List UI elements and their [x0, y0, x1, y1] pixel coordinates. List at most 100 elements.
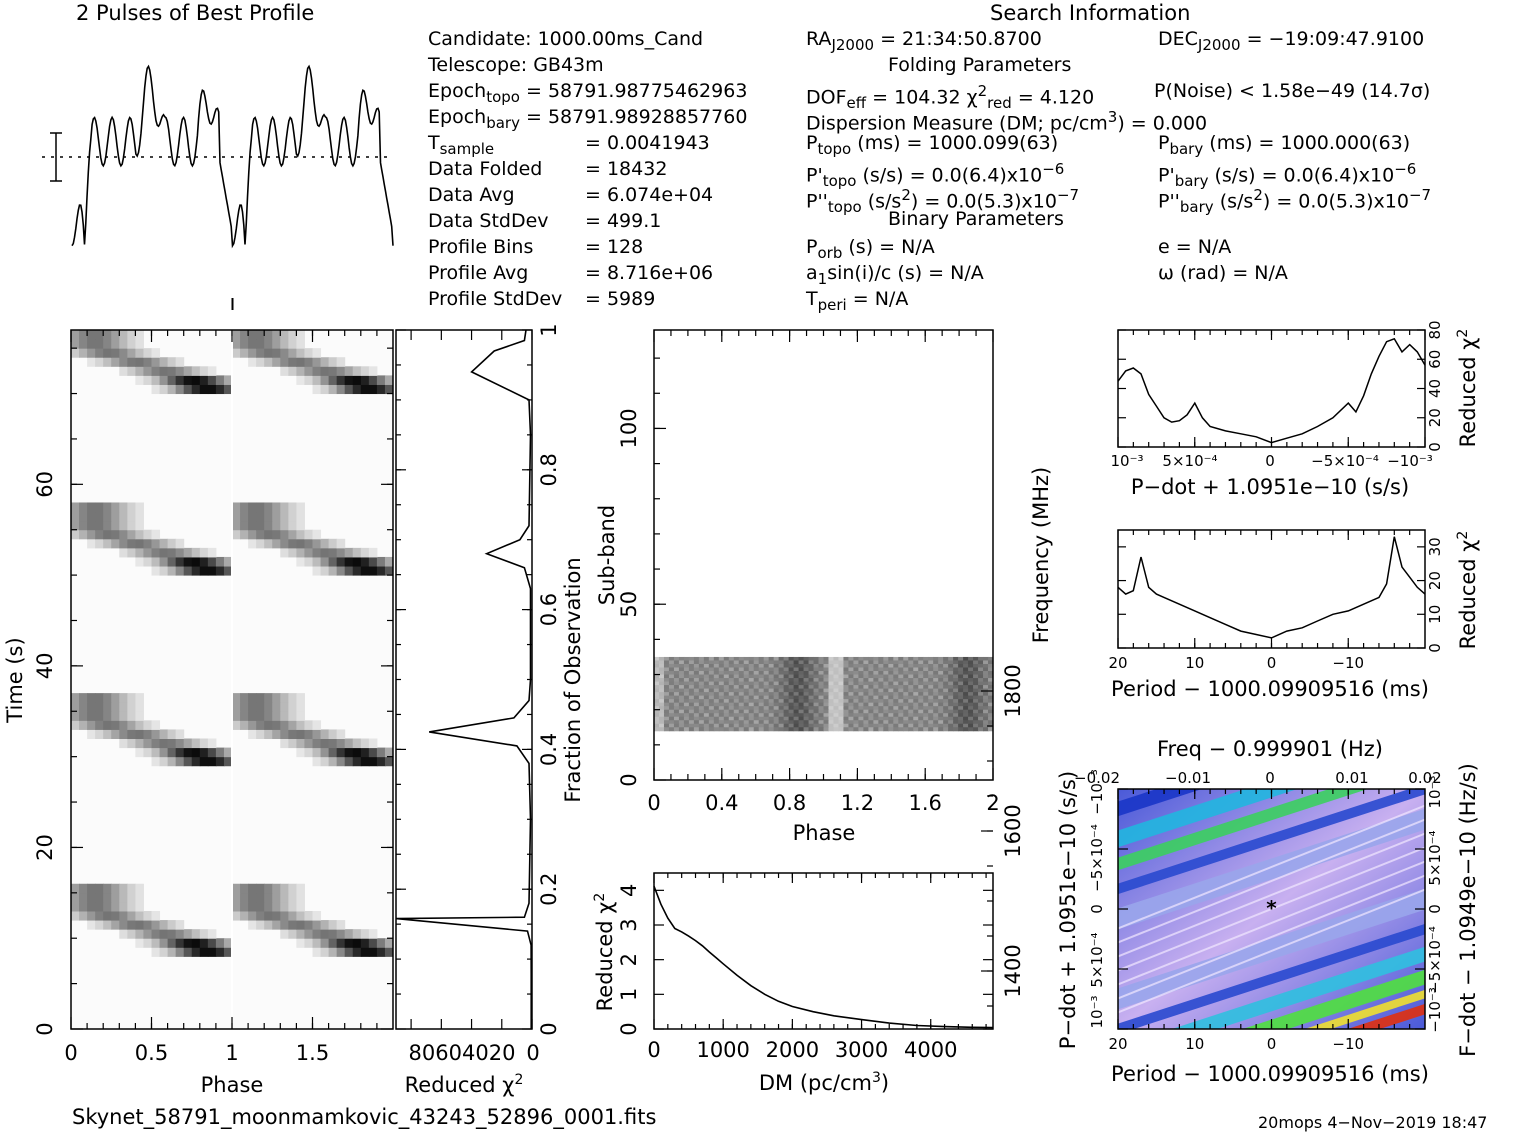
- time-phase-cell: [240, 502, 249, 512]
- subband-cell: [828, 675, 833, 679]
- subband-cell: [883, 713, 888, 717]
- time-phase-cell: [200, 375, 209, 385]
- subband-cell: [659, 724, 664, 728]
- subband-cell: [779, 720, 784, 724]
- time-phase-cell: [152, 920, 161, 930]
- subband-cell: [938, 710, 943, 714]
- time-phase-cell: [272, 348, 281, 358]
- subband-cell: [699, 682, 704, 686]
- time-phase-cell: [135, 938, 144, 948]
- subband-cell: [968, 727, 973, 731]
- time-phase-cell: [337, 557, 346, 567]
- subband-cell: [724, 664, 729, 668]
- subband-cell: [749, 696, 754, 700]
- subband-cell: [853, 664, 858, 668]
- time-phase-cell: [232, 339, 241, 349]
- subband-cell: [714, 682, 719, 686]
- subband-cell: [729, 703, 734, 707]
- subband-cell: [878, 706, 883, 710]
- time-phase-cell: [176, 739, 185, 749]
- time-phase-cell: [280, 920, 289, 930]
- subband-cell: [863, 696, 868, 700]
- subband-cell: [908, 678, 913, 682]
- subband-cell: [933, 717, 938, 721]
- subband-cell: [903, 664, 908, 668]
- time-phase-cell: [71, 911, 80, 921]
- time-phase-cell: [264, 539, 273, 549]
- time-phase-cell: [192, 384, 201, 394]
- time-phase-cell: [79, 893, 88, 903]
- subband-cell: [908, 727, 913, 731]
- subband-cell: [868, 720, 873, 724]
- time-phase-cell: [111, 711, 120, 721]
- subband-cell: [853, 699, 858, 703]
- subband-cell: [953, 724, 958, 728]
- time-phase-cell: [361, 366, 370, 376]
- time-phase-cell: [135, 902, 144, 912]
- subband-cell: [769, 696, 774, 700]
- time-phase-cell: [248, 521, 257, 531]
- time-phase-cell: [111, 902, 120, 912]
- time-phase-cell: [272, 530, 281, 540]
- ppd-y2-tick-label: 10⁻³: [1426, 775, 1444, 808]
- subband-cell: [794, 720, 799, 724]
- subband-cell: [863, 675, 868, 679]
- subband-cell: [764, 682, 769, 686]
- subband-cell: [973, 671, 978, 675]
- subband-cell: [903, 710, 908, 714]
- ppd-x-tick-label: 20: [1108, 1035, 1127, 1053]
- time-phase-cell: [353, 929, 362, 939]
- subband-cell: [824, 671, 829, 675]
- subband-cell: [938, 671, 943, 675]
- subband-cell: [973, 664, 978, 668]
- subband-cell: [779, 685, 784, 689]
- subband-cell: [754, 706, 759, 710]
- subband-cell: [819, 671, 824, 675]
- time-phase-cell: [176, 938, 185, 948]
- subband-cell: [729, 671, 734, 675]
- subband-cell: [943, 724, 948, 728]
- subband-cell: [908, 699, 913, 703]
- time-phase-cell: [337, 757, 346, 767]
- time-phase-cell: [127, 902, 136, 912]
- subband-cell: [789, 710, 794, 714]
- subband-cell: [973, 703, 978, 707]
- subband-cell: [809, 685, 814, 689]
- subband-cell: [659, 685, 664, 689]
- subband-cell: [908, 685, 913, 689]
- subband-cell: [863, 706, 868, 710]
- subband-cell: [848, 727, 853, 731]
- time-phase-cell: [119, 539, 128, 549]
- subband-cell: [843, 713, 848, 717]
- subband-cell: [923, 685, 928, 689]
- time-phase-cell: [337, 357, 346, 367]
- time-phase-cell: [135, 729, 144, 739]
- subband-cell: [928, 727, 933, 731]
- subband-cell: [779, 671, 784, 675]
- subband-cell: [724, 689, 729, 693]
- subband-cell: [848, 682, 853, 686]
- subband-cell: [948, 671, 953, 675]
- time-phase-cell: [280, 357, 289, 367]
- time-phase-cell: [345, 384, 354, 394]
- time-phase-cell: [152, 530, 161, 540]
- time-phase-cell: [313, 384, 322, 394]
- subband-cell: [664, 727, 669, 731]
- subband-cell: [724, 720, 729, 724]
- subband-cell: [888, 664, 893, 668]
- subband-cell: [943, 717, 948, 721]
- time-phase-cell: [95, 893, 104, 903]
- time-phase-cell: [95, 702, 104, 712]
- subband-cell: [704, 710, 709, 714]
- subband-cell: [714, 699, 719, 703]
- subband-cell: [719, 724, 724, 728]
- subband-cell: [983, 703, 988, 707]
- time-phase-cell: [168, 757, 177, 767]
- time-phase-cell: [264, 693, 273, 703]
- time-phase-cell: [127, 711, 136, 721]
- subband-cell: [933, 720, 938, 724]
- time-phase-cell: [200, 548, 209, 558]
- subband-cell: [684, 685, 689, 689]
- time-phase-cell: [232, 911, 241, 921]
- subband-cell: [779, 657, 784, 661]
